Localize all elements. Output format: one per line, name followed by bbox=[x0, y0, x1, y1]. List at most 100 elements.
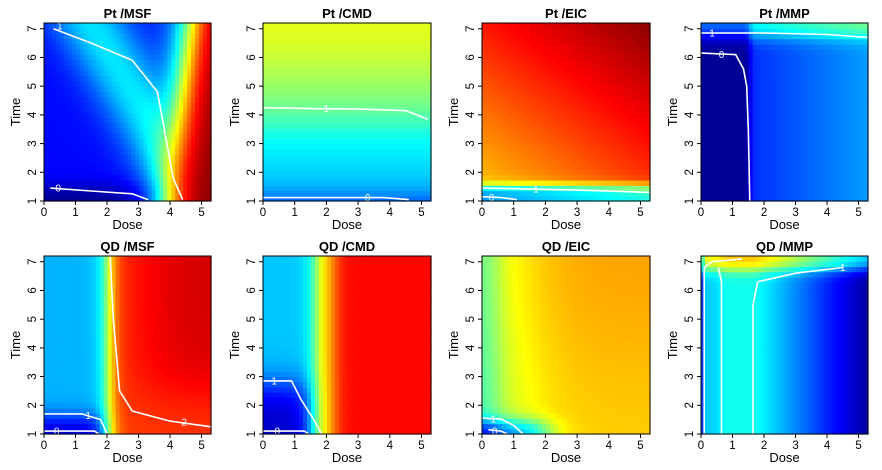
heatmap-cell bbox=[291, 43, 296, 50]
heatmap-cell bbox=[606, 38, 611, 45]
heatmap-cell bbox=[642, 70, 647, 76]
heatmap-cell bbox=[502, 28, 507, 35]
heatmap-cell bbox=[119, 169, 125, 176]
heatmap-cell bbox=[768, 64, 774, 71]
heatmap-cell bbox=[748, 23, 754, 29]
heatmap-cell bbox=[558, 138, 563, 145]
heatmap-cell bbox=[550, 159, 555, 165]
heatmap-cell bbox=[295, 164, 300, 171]
heatmap-cell bbox=[119, 91, 125, 97]
heatmap-cell bbox=[359, 195, 364, 202]
heatmap-cell bbox=[486, 64, 491, 71]
heatmap-cell bbox=[171, 70, 176, 76]
heatmap-cell bbox=[71, 43, 77, 50]
heatmap-cell bbox=[271, 127, 276, 134]
heatmap-cell bbox=[271, 54, 276, 61]
heatmap-cell bbox=[630, 127, 635, 134]
heatmap-cell bbox=[566, 28, 571, 35]
heatmap-cell bbox=[522, 153, 527, 160]
heatmap-cell bbox=[566, 112, 571, 118]
heatmap-cell bbox=[367, 164, 372, 171]
heatmap-cell bbox=[307, 23, 312, 29]
heatmap-cell bbox=[299, 153, 304, 160]
heatmap-cell bbox=[119, 174, 125, 181]
heatmap-cell bbox=[107, 59, 113, 66]
heatmap-cell bbox=[311, 70, 316, 76]
heatmap-cell bbox=[566, 101, 571, 108]
heatmap-cell bbox=[760, 190, 766, 197]
heatmap-cell bbox=[87, 59, 93, 66]
heatmap-cell bbox=[570, 96, 575, 103]
heatmap-cell bbox=[482, 38, 487, 45]
heatmap-cell bbox=[195, 127, 200, 134]
heatmap-cell bbox=[375, 174, 380, 181]
heatmap-cell bbox=[399, 127, 404, 134]
heatmap-cell bbox=[59, 138, 65, 145]
heatmap-cell bbox=[518, 180, 523, 186]
heatmap-cell bbox=[91, 91, 97, 97]
heatmap-cell bbox=[530, 28, 535, 35]
heatmap-cell bbox=[71, 148, 77, 155]
heatmap-cell bbox=[315, 180, 320, 186]
heatmap-cell bbox=[736, 148, 742, 155]
heatmap-cell bbox=[498, 70, 503, 76]
heatmap-cell bbox=[395, 38, 400, 45]
heatmap-cell bbox=[279, 132, 284, 139]
heatmap-cell bbox=[295, 112, 300, 118]
heatmap-cell bbox=[143, 54, 148, 61]
heatmap-cell bbox=[347, 54, 352, 61]
heatmap-cell bbox=[123, 132, 129, 139]
heatmap-cell bbox=[578, 185, 583, 192]
heatmap-cell bbox=[303, 143, 308, 150]
heatmap-cell bbox=[167, 101, 172, 108]
heatmap-cell bbox=[303, 195, 308, 202]
heatmap-cell bbox=[59, 169, 65, 176]
heatmap-cell bbox=[646, 169, 651, 176]
heatmap-cell bbox=[419, 143, 424, 150]
heatmap-cell bbox=[610, 28, 615, 35]
heatmap-cell bbox=[359, 96, 364, 103]
heatmap-cell bbox=[590, 96, 595, 103]
heatmap-cell bbox=[367, 75, 372, 82]
heatmap-cell bbox=[287, 23, 292, 29]
heatmap-cell bbox=[44, 153, 49, 160]
heatmap-cell bbox=[47, 159, 53, 165]
heatmap-cell bbox=[355, 112, 360, 118]
heatmap-cell bbox=[618, 49, 623, 56]
heatmap-cell bbox=[103, 169, 109, 176]
heatmap-cell bbox=[716, 43, 722, 50]
heatmap-cell bbox=[590, 159, 595, 165]
heatmap-cell bbox=[387, 28, 392, 35]
heatmap-cell bbox=[708, 96, 714, 103]
heatmap-cell bbox=[131, 80, 137, 87]
heatmap-cell bbox=[574, 75, 579, 82]
heatmap-cell bbox=[143, 169, 148, 176]
heatmap-cell bbox=[287, 143, 292, 150]
heatmap-cell bbox=[554, 33, 559, 40]
heatmap-cell bbox=[55, 122, 61, 129]
heatmap-cell bbox=[558, 148, 563, 155]
heatmap-cell bbox=[502, 190, 507, 197]
heatmap-cell bbox=[546, 148, 551, 155]
heatmap-cell bbox=[720, 159, 726, 165]
heatmap-cell bbox=[736, 49, 742, 56]
heatmap-cell bbox=[732, 38, 738, 45]
heatmap-cell bbox=[199, 49, 204, 56]
heatmap-cell bbox=[131, 64, 137, 71]
heatmap-cell bbox=[606, 180, 611, 186]
heatmap-cell bbox=[143, 28, 148, 35]
heatmap-cell bbox=[367, 169, 372, 176]
heatmap-cell bbox=[303, 164, 308, 171]
heatmap-cell bbox=[618, 38, 623, 45]
heatmap-cell bbox=[151, 174, 156, 181]
heatmap-cell bbox=[303, 38, 308, 45]
heatmap-cell bbox=[167, 117, 172, 124]
heatmap-cell bbox=[626, 132, 631, 139]
heatmap-cell bbox=[343, 143, 348, 150]
heatmap-cell bbox=[724, 143, 730, 150]
heatmap-cell bbox=[630, 143, 635, 150]
heatmap-cell bbox=[594, 117, 599, 124]
heatmap-cell bbox=[618, 112, 623, 118]
heatmap-cell bbox=[323, 195, 328, 202]
heatmap-cell bbox=[339, 28, 344, 35]
